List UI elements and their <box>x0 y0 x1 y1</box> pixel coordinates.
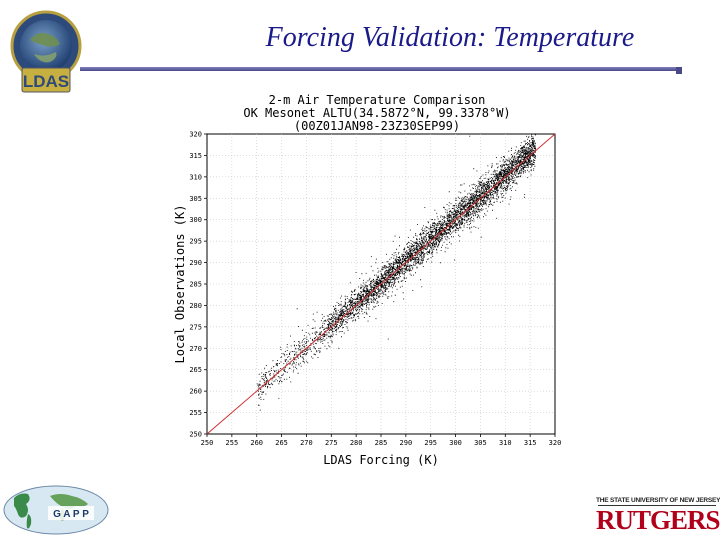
y-axis-ticks: 250 255 260 265 270 275 280 285 290 295 300 305 310 3… <box>189 131 207 439</box>
gapp-logo: G A P P <box>3 485 109 535</box>
x-tick-label: 290 <box>400 439 413 447</box>
x-tick-label: 285 <box>375 439 388 447</box>
x-tick-label: 295 <box>424 439 437 447</box>
y-axis-label: Local Observations (K) <box>173 205 187 364</box>
x-tick-label: 310 <box>499 439 512 447</box>
chart-title-line-3: (00Z01JAN98-23Z30SEP99) <box>294 119 460 133</box>
x-axis-ticks: 250 255 260 265 270 275 280 285 290 295 300 305 310 3… <box>201 434 562 447</box>
x-tick-label: 275 <box>325 439 338 447</box>
rutgers-divider <box>598 505 716 506</box>
slide-title: Forcing Validation: Temperature <box>265 22 635 53</box>
scatter-chart: 2-m Air Temperature Comparison OK Mesone… <box>173 93 562 467</box>
ldas-logo: LDAS <box>10 10 82 93</box>
y-tick-label: 280 <box>189 302 202 310</box>
ldas-logo-text: LDAS <box>23 72 69 91</box>
x-tick-label: 300 <box>449 439 462 447</box>
y-tick-label: 275 <box>189 323 202 331</box>
y-tick-label: 255 <box>189 409 202 417</box>
y-tick-label: 300 <box>189 216 202 224</box>
x-tick-label: 250 <box>201 439 214 447</box>
x-tick-label: 305 <box>474 439 487 447</box>
rutgers-wordmark: RUTGERS <box>596 505 720 535</box>
x-axis-label: LDAS Forcing (K) <box>323 453 439 467</box>
y-tick-label: 250 <box>189 431 202 439</box>
x-tick-label: 320 <box>549 439 562 447</box>
rutgers-logo: THE STATE UNIVERSITY OF NEW JERSEY RUTGE… <box>596 496 720 536</box>
scatter-points <box>256 134 536 411</box>
y-tick-label: 285 <box>189 281 202 289</box>
y-tick-label: 320 <box>189 131 202 139</box>
rutgers-tagline: THE STATE UNIVERSITY OF NEW JERSEY <box>596 497 720 504</box>
data-points <box>256 134 536 411</box>
x-tick-label: 260 <box>250 439 263 447</box>
gapp-logo-text: G A P P <box>53 509 89 520</box>
grid <box>207 134 555 434</box>
y-tick-label: 315 <box>189 152 202 160</box>
title-underline-end <box>676 67 682 74</box>
chart-title-line-2: OK Mesonet ALTU(34.5872°N, 99.3378°W) <box>243 106 510 120</box>
one-to-one-line <box>206 133 556 435</box>
y-tick-label: 310 <box>189 173 202 181</box>
y-tick-label: 290 <box>189 259 202 267</box>
x-tick-label: 280 <box>350 439 363 447</box>
x-tick-label: 315 <box>524 439 537 447</box>
x-tick-label: 270 <box>300 439 313 447</box>
y-tick-label: 260 <box>189 388 202 396</box>
y-tick-label: 265 <box>189 366 202 374</box>
y-tick-label: 305 <box>189 195 202 203</box>
title-underline <box>80 67 680 71</box>
y-tick-label: 270 <box>189 345 202 353</box>
y-tick-label: 295 <box>189 238 202 246</box>
x-tick-label: 255 <box>226 439 239 447</box>
chart-title-line-1: 2-m Air Temperature Comparison <box>269 93 486 107</box>
x-tick-label: 265 <box>275 439 288 447</box>
